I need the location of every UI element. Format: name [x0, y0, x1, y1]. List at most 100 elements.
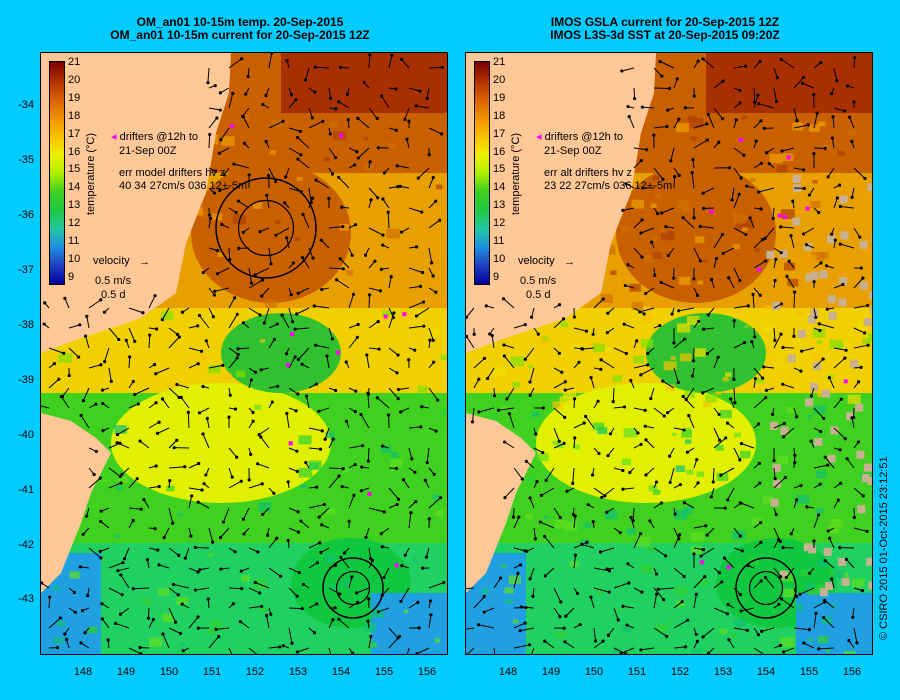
- velocity-arrowhead: [619, 651, 623, 654]
- velocity-arrow: [623, 605, 635, 609]
- velocity-arrow: [703, 327, 715, 330]
- velocity-arrowhead: [563, 380, 567, 384]
- velocity-arrow: [261, 287, 270, 297]
- velocity-arrowhead: [839, 397, 843, 401]
- velocity-arrow: [473, 378, 480, 389]
- velocity-arrow: [833, 197, 838, 209]
- velocity-arrowhead: [199, 349, 204, 353]
- velocity-arrow: [88, 547, 102, 559]
- velocity-arrow: [728, 639, 735, 649]
- velocity-arrowhead: [334, 388, 338, 393]
- velocity-arrowhead: [417, 626, 421, 630]
- velocity-arrow: [288, 527, 299, 533]
- cloud-mask-cell: [779, 249, 788, 258]
- velocity-arrowhead: [208, 132, 212, 137]
- velocity-arrowhead: [264, 93, 268, 98]
- velocity-arrow: [368, 347, 380, 350]
- velocity-arrow: [503, 298, 515, 309]
- sst-texture-cell: [342, 468, 350, 473]
- velocity-arrow: [228, 297, 236, 309]
- velocity-arrow: [753, 367, 764, 379]
- velocity-arrow: [356, 587, 370, 594]
- velocity-arrow: [733, 527, 741, 537]
- velocity-arrowhead: [151, 617, 155, 622]
- velocity-arrowhead: [261, 512, 265, 517]
- velocity-arrow: [545, 467, 555, 481]
- velocity-arrow: [223, 507, 230, 523]
- velocity-arrowhead: [699, 554, 703, 558]
- cloud-mask-cell: [808, 315, 817, 324]
- velocity-arrowhead: [644, 291, 648, 296]
- velocity-arrowhead: [800, 81, 805, 85]
- sst-texture-cell: [161, 311, 174, 320]
- sst-texture-cell: [815, 482, 827, 491]
- velocity-arrowhead: [594, 639, 598, 643]
- velocity-arrow: [120, 607, 130, 615]
- velocity-arrowhead: [366, 619, 370, 623]
- velocity-arrowhead: [524, 459, 528, 463]
- velocity-arrow: [819, 323, 835, 329]
- velocity-arrow: [88, 364, 101, 369]
- velocity-arrowhead: [668, 480, 672, 485]
- velocity-arrowhead: [260, 278, 265, 282]
- left-title-line2: OM_an01 10-15m current for 20-Sep-2015 1…: [110, 28, 370, 42]
- velocity-arrowhead: [286, 480, 290, 484]
- velocity-arrow: [793, 455, 796, 469]
- velocity-arrowhead: [313, 65, 317, 69]
- velocity-arrow: [713, 258, 717, 269]
- velocity-arrow: [733, 305, 749, 309]
- velocity-arrow: [513, 547, 525, 552]
- velocity-arrowhead: [812, 151, 816, 156]
- velocity-arrow: [180, 397, 190, 409]
- velocity-arrow: [381, 587, 390, 596]
- velocity-arrow: [408, 285, 421, 289]
- velocity-arrowhead: [365, 353, 369, 357]
- colorbar-tick-label: 14: [493, 181, 506, 194]
- velocity-arrow: [693, 139, 708, 149]
- velocity-arrowhead: [98, 549, 102, 554]
- velocity-arrowhead: [572, 315, 576, 319]
- velocity-arrowhead: [296, 157, 300, 161]
- velocity-arrowhead: [94, 449, 99, 454]
- velocity-arrow: [504, 355, 515, 369]
- velocity-arrowhead: [818, 328, 822, 333]
- sst-texture-cell: [691, 532, 705, 542]
- velocity-arrow: [302, 214, 310, 229]
- velocity-arrowhead: [201, 270, 205, 275]
- velocity-arrowhead: [276, 384, 280, 388]
- velocity-arrow: [147, 607, 150, 619]
- cloud-mask-cell: [839, 195, 848, 204]
- velocity-arrow: [653, 547, 666, 557]
- velocity-arrow: [328, 267, 344, 270]
- velocity-arrowhead: [720, 232, 725, 237]
- velocity-arrow: [281, 314, 290, 329]
- velocity-arrow: [613, 647, 627, 654]
- longitude-tick-label: 149: [116, 666, 136, 678]
- velocity-arrowhead: [213, 84, 217, 88]
- velocity-arrowhead: [777, 602, 781, 606]
- velocity-arrow: [340, 557, 350, 569]
- sst-texture-cell: [814, 431, 823, 438]
- velocity-arrowhead: [315, 485, 319, 489]
- velocity-arrowhead: [626, 263, 630, 267]
- velocity-arrowhead: [642, 312, 646, 316]
- velocity-arrowhead: [692, 552, 696, 556]
- sst-texture-cell: [871, 563, 872, 572]
- velocity-arrowhead: [211, 540, 215, 544]
- velocity-arrow: [368, 507, 385, 513]
- velocity-arrow: [367, 447, 370, 462]
- velocity-arrowhead: [827, 376, 831, 380]
- velocity-arrowhead: [367, 293, 372, 297]
- velocity-arrow: [553, 587, 562, 603]
- velocity-arrow: [268, 537, 278, 549]
- velocity-arrowhead: [823, 559, 827, 563]
- velocity-arrow: [593, 487, 606, 497]
- velocity-arrow: [48, 378, 60, 389]
- sst-texture-cell: [636, 537, 651, 547]
- velocity-arrow: [752, 294, 755, 309]
- velocity-arrow: [248, 605, 262, 609]
- velocity-arrowhead: [52, 361, 57, 366]
- sst-texture-cell: [818, 121, 826, 127]
- velocity-arrow: [786, 276, 795, 289]
- sst-texture-cell: [795, 310, 804, 317]
